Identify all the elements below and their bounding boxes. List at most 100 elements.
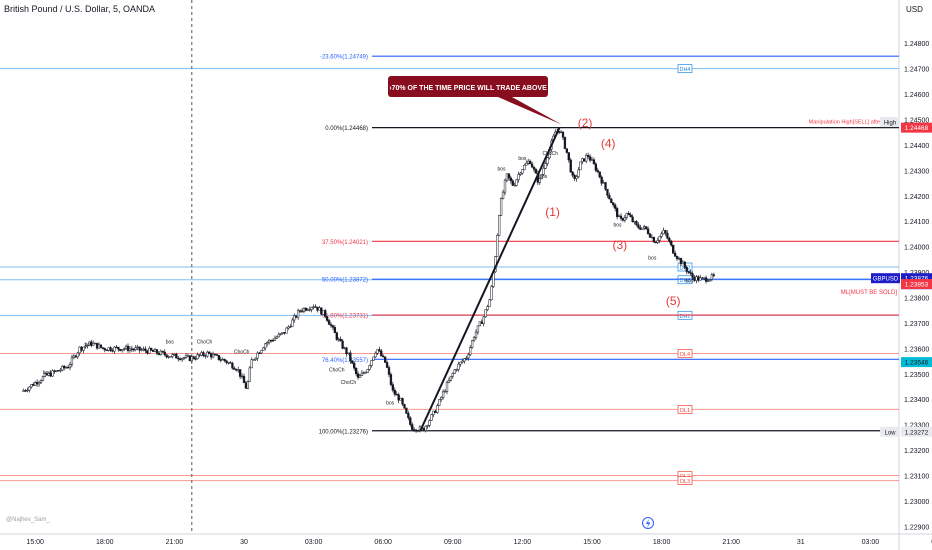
candle-body xyxy=(169,356,172,358)
candle-body xyxy=(337,338,340,341)
candle-body xyxy=(428,420,431,426)
y-tick-label: 1.23700 xyxy=(904,321,929,328)
candle-body xyxy=(447,380,451,383)
candle-body xyxy=(333,327,337,333)
candle-body xyxy=(109,347,112,351)
candle-body xyxy=(571,171,574,176)
x-tick-label: 18:00 xyxy=(653,539,671,546)
candle-body xyxy=(103,348,106,351)
candle-body xyxy=(200,352,203,356)
y-tick-label: 1.23200 xyxy=(904,448,929,455)
candle-body xyxy=(175,353,178,359)
candle-body xyxy=(190,356,193,362)
candle-body xyxy=(99,344,103,348)
ml-label: ML[MUST BE SOLD] xyxy=(841,290,898,296)
candle-body xyxy=(596,170,599,173)
candle-body xyxy=(312,306,315,308)
candle-body xyxy=(639,227,642,230)
candle-body xyxy=(304,308,308,311)
candle-body xyxy=(130,348,134,350)
zone-tag-label: DH4 xyxy=(679,67,690,73)
y-tick-label: 1.23100 xyxy=(904,474,929,481)
candle-body xyxy=(126,345,130,351)
candle-body xyxy=(82,346,85,351)
candle-body xyxy=(484,309,487,318)
candle-body xyxy=(229,362,232,364)
price-tag-box xyxy=(901,122,932,133)
candle-body xyxy=(652,236,656,243)
candle-body xyxy=(362,372,366,374)
candle-body xyxy=(414,429,418,432)
candle-body xyxy=(623,217,627,221)
candle-body xyxy=(358,375,362,378)
candle-body xyxy=(472,337,476,341)
candle-body xyxy=(695,276,698,281)
candle-body xyxy=(66,367,70,369)
candle-body xyxy=(569,159,572,173)
candle-body xyxy=(59,369,62,372)
fib-level-label: 50.00%(1.23872) xyxy=(322,278,368,284)
structure-label: bos xyxy=(43,370,52,376)
candle-body xyxy=(335,332,338,340)
fib-level-label: 37.50%(1.24021) xyxy=(322,240,368,246)
candle-body xyxy=(221,358,224,361)
candle-body xyxy=(177,357,180,360)
structure-label: bos xyxy=(166,339,175,345)
candle-body xyxy=(264,343,267,349)
candle-body xyxy=(223,358,226,362)
candle-body xyxy=(283,332,286,334)
candle-body xyxy=(430,414,433,421)
candle-body xyxy=(594,163,598,171)
candle-body xyxy=(121,349,124,351)
candle-body xyxy=(453,369,456,374)
candle-body xyxy=(565,148,569,153)
candle-body xyxy=(511,180,514,186)
candle-body xyxy=(559,131,563,134)
candle-body xyxy=(409,417,412,425)
x-tick-label: 21:00 xyxy=(166,539,184,546)
x-tick-label: 15:00 xyxy=(583,539,601,546)
candle-body xyxy=(710,274,714,280)
y-tick-label: 1.23500 xyxy=(904,372,929,379)
candle-body xyxy=(501,191,505,199)
candle-body xyxy=(180,358,184,361)
candle-body xyxy=(617,215,621,218)
candle-body xyxy=(644,226,648,230)
candle-body xyxy=(523,165,526,170)
candle-body xyxy=(356,373,360,378)
candle-body xyxy=(256,352,259,359)
candle-body xyxy=(527,160,530,164)
price-tag-box xyxy=(880,117,900,128)
candle-body xyxy=(111,350,114,352)
candle-body xyxy=(672,244,675,254)
candle-body xyxy=(608,195,611,200)
candle-body xyxy=(702,277,706,279)
zone-tag-label: DL3 xyxy=(680,479,690,485)
candle-body xyxy=(507,173,511,179)
candle-body xyxy=(132,348,135,351)
candle-body xyxy=(656,240,659,243)
candle-body xyxy=(233,367,236,370)
candle-body xyxy=(602,182,605,184)
candle-body xyxy=(474,331,478,338)
candle-body xyxy=(217,355,221,360)
candle-body xyxy=(22,390,25,392)
candle-body xyxy=(405,407,408,414)
candle-body xyxy=(101,347,105,349)
candle-body xyxy=(275,336,279,339)
candle-body xyxy=(540,174,543,179)
candle-body xyxy=(252,359,255,361)
candle-body xyxy=(581,158,584,163)
candle-body xyxy=(480,321,483,324)
candle-body xyxy=(521,169,524,174)
candle-body xyxy=(93,342,97,345)
candle-body xyxy=(670,241,673,246)
candle-body xyxy=(63,365,66,369)
price-tag-box xyxy=(871,273,900,284)
candle-body xyxy=(631,216,634,222)
candle-body xyxy=(76,352,79,358)
wave-label: (2) xyxy=(578,116,593,130)
candle-body xyxy=(606,188,609,196)
price-tag-text: 1.23546 xyxy=(905,360,929,367)
